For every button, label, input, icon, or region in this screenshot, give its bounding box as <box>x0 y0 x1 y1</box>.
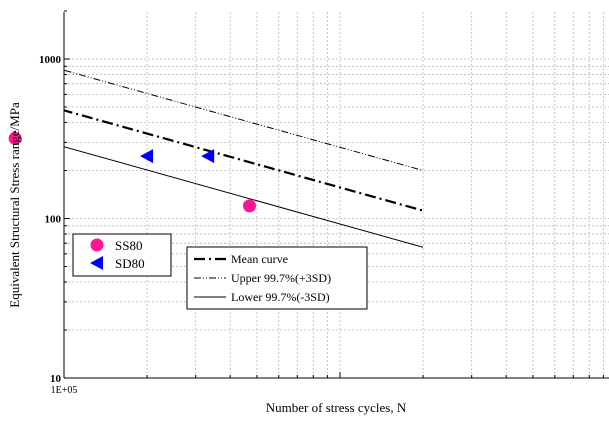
legend-label: Mean curve <box>231 252 288 266</box>
ticks: 10 100 1000 1E+05 <box>39 10 604 396</box>
legend-marker-sd80 <box>90 256 103 270</box>
legend-label: Upper 99.7%(+3SD) <box>231 271 331 285</box>
legend-label: Lower 99.7%(-3SD) <box>231 290 330 304</box>
legend-box-series <box>72 233 172 277</box>
curve-mean-curve <box>64 109 424 212</box>
curves <box>64 69 424 248</box>
legends: SS80 SD80 Mean curve Upper 99.7%(+3SD) Lower… <box>72 233 368 310</box>
legend-label-ss80: SS80 <box>115 238 142 253</box>
legend-box-curves <box>186 246 368 310</box>
y-axis-label: Equivalent Structural Stress range/MPa <box>7 102 22 308</box>
ss80-point <box>8 131 22 145</box>
y-tick-label: 10 <box>50 373 62 385</box>
y-tick-label: 1000 <box>39 54 62 66</box>
x-tick-label: 1E+05 <box>51 385 78 396</box>
legend-label-sd80: SD80 <box>115 256 145 271</box>
grid <box>64 12 609 378</box>
y-tick-label: 100 <box>45 214 62 226</box>
legend-marker-ss80 <box>90 238 104 252</box>
axes <box>63 12 609 379</box>
curve-lower-99-7-3sd <box>64 146 424 248</box>
ss80-point <box>242 199 256 213</box>
sd80-point <box>140 149 154 164</box>
x-axis-label: Number of stress cycles, N <box>266 400 407 415</box>
data-points <box>8 131 256 213</box>
curve-upper-99-7-3sd <box>64 69 424 171</box>
sd80-point <box>201 149 215 164</box>
